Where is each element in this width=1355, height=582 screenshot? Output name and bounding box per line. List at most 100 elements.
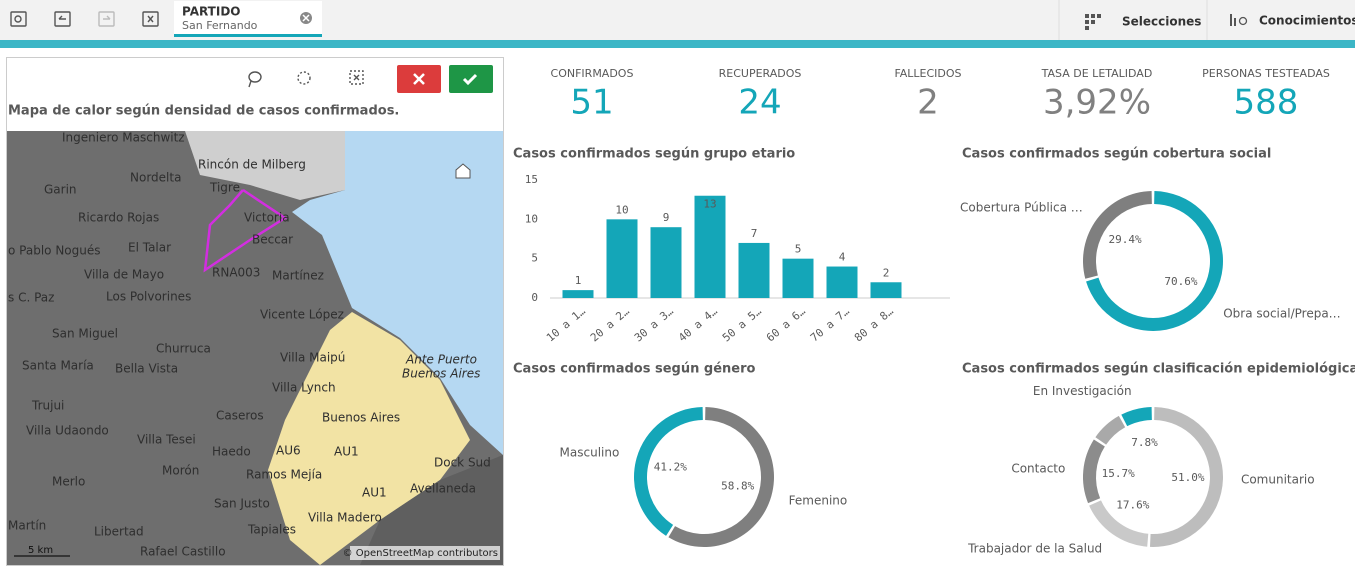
map-place-label: Morón [162, 464, 199, 478]
data-label: 41.2% [654, 460, 687, 473]
map-place-label: Buenos Aires [322, 411, 400, 425]
y-tick-label: 0 [531, 291, 538, 304]
kpi-label: CONFIRMADOS [551, 67, 634, 80]
chart-title: Casos confirmados según grupo etario [513, 147, 795, 162]
cancel-button[interactable] [397, 65, 441, 93]
map-place-label: Villa Tesei [137, 433, 196, 447]
smart-search-button[interactable] [10, 11, 27, 27]
map-place-label: Villa Udaondo [26, 424, 109, 438]
chart-title: Casos confirmados según género [513, 362, 756, 377]
map-place-label: Trujui [31, 399, 64, 413]
chart-title: Casos confirmados según clasificación ep… [962, 362, 1355, 377]
data-label: 58.8% [721, 480, 754, 493]
data-label: 7 [751, 227, 758, 240]
map-place-label: Beccar [252, 233, 293, 247]
map-place-label: El Talar [128, 241, 171, 255]
map-place-label: Caseros [216, 409, 264, 423]
selection-tab[interactable]: PARTIDO San Fernando [174, 1, 322, 37]
tab-field: PARTIDO [182, 5, 241, 19]
kpi-label: RECUPERADOS [719, 67, 802, 80]
map-place-label: s C. Paz [8, 291, 54, 305]
category-label: Trabajador de la Salud [967, 541, 1102, 555]
y-tick-label: 15 [525, 173, 538, 186]
data-label: 15.7% [1102, 467, 1135, 480]
map-place-label: Rafael Castillo [140, 545, 226, 559]
kpi-value: 588 [1234, 83, 1299, 123]
map-attribution-bg [350, 546, 500, 560]
x-tick-label: 40 a 4… [676, 304, 720, 344]
tab-value: San Fernando [182, 19, 258, 32]
data-label: 17.6% [1116, 499, 1149, 512]
x-tick-label: 20 a 2… [588, 304, 632, 344]
circle-select-button[interactable] [297, 71, 311, 85]
category-label: Femenino [789, 494, 848, 508]
category-label: Cobertura Pública … [960, 200, 1083, 214]
donut-segment [1082, 439, 1105, 504]
insights-button[interactable]: Conocimientos [1230, 14, 1355, 28]
donut-segment [1121, 407, 1152, 427]
map-place-label: Garin [44, 183, 77, 197]
data-label: 1 [575, 274, 582, 287]
data-label: 2 [883, 266, 890, 279]
bar [870, 282, 902, 298]
category-label: Obra social/Prepa… [1223, 307, 1340, 321]
map-place-label: Villa de Mayo [84, 268, 164, 282]
bar [606, 219, 638, 298]
map-attribution: © OpenStreetMap contributors [343, 548, 498, 559]
map-place-label: Ante Puerto [405, 353, 477, 367]
step-back-button[interactable] [54, 11, 71, 27]
lasso-button[interactable] [248, 71, 262, 88]
map-place-label: Churruca [156, 342, 211, 356]
donut-segment [1150, 407, 1224, 548]
kpi-value: 2 [917, 83, 939, 123]
donut-segment [1095, 415, 1126, 445]
map-place-label: Ingeniero Maschwitz [62, 131, 185, 145]
y-tick-label: 10 [525, 212, 538, 225]
bar [738, 242, 770, 298]
step-forward-button[interactable] [98, 11, 115, 27]
map-place-label: Dock Sud [434, 456, 491, 470]
map-place-label: Avellaneda [410, 482, 476, 496]
map-place-label: Victoria [244, 211, 290, 225]
data-label: 13 [703, 198, 716, 211]
map-place-label: Tapiales [247, 523, 296, 537]
map-place-label: Libertad [94, 525, 144, 539]
insights-label: Conocimientos [1259, 14, 1355, 28]
selections-button[interactable]: Selecciones [1085, 14, 1201, 30]
map-place-label: Buenos Aires [402, 367, 480, 381]
kpi-label: FALLECIDOS [894, 67, 961, 80]
map-place-label: Villa Maipú [280, 351, 345, 365]
x-tick-label: 70 a 7… [808, 304, 852, 344]
accent-bar [0, 40, 1355, 48]
donut-segment [634, 407, 703, 536]
map-title: Mapa de calor según densidad de casos co… [8, 104, 399, 119]
map-place-label: Martín [8, 519, 46, 533]
map-place-label: Bella Vista [115, 362, 178, 376]
map-place-label: AU1 [362, 486, 387, 500]
map-place-label: Santa María [22, 359, 94, 373]
donut-segment [1089, 500, 1149, 547]
map-place-label: Merlo [52, 475, 85, 489]
clear-selections-button[interactable] [142, 11, 159, 27]
map-scale-label: 5 km [28, 545, 53, 556]
map-place-label: Vicente López [260, 308, 344, 322]
kpi-value: 3,92% [1043, 83, 1151, 123]
confirm-button[interactable] [449, 65, 493, 93]
map-place-label: Haedo [212, 445, 251, 459]
x-tick-label: 30 a 3… [632, 304, 676, 344]
category-label: Comunitario [1241, 472, 1315, 486]
kpi-value: 24 [738, 83, 781, 123]
x-tick-label: 60 a 6… [764, 304, 808, 344]
donut-segment [1083, 191, 1152, 279]
data-label: 29.4% [1109, 233, 1142, 246]
y-tick-label: 5 [531, 252, 538, 265]
bar [694, 195, 726, 298]
data-label: 4 [839, 251, 846, 264]
data-label: 10 [615, 203, 628, 216]
map-place-label: Villa Lynch [272, 381, 336, 395]
map-place-label: Tigre [209, 181, 240, 195]
kpi-label: PERSONAS TESTEADAS [1202, 67, 1330, 80]
clear-map-selection-button[interactable] [349, 70, 364, 85]
bar [826, 266, 858, 298]
category-label: Masculino [560, 445, 620, 459]
